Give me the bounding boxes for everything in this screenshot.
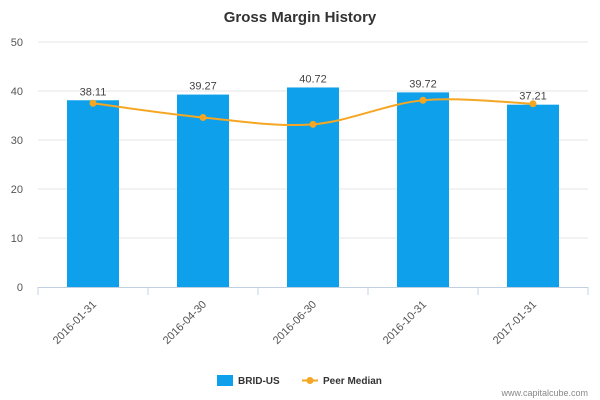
- peer-median-point: [309, 120, 317, 128]
- y-tick-label: 30: [11, 135, 23, 147]
- y-tick-label: 20: [11, 184, 23, 196]
- peer-median-point: [89, 99, 97, 107]
- bar-data-label: 39.27: [189, 81, 217, 93]
- y-tick-label: 0: [17, 282, 23, 294]
- y-axis: 0 10 20 30 40 50: [11, 37, 23, 294]
- legend-label-peer-median[interactable]: Peer Median: [323, 376, 382, 387]
- bar: [507, 104, 559, 288]
- x-axis: 2016-01-31 2016-04-30 2016-06-30 2016-10-31…: [37, 287, 589, 347]
- y-tick-label: 40: [11, 86, 23, 98]
- bar: [177, 94, 229, 288]
- bar-data-label: 38.11: [80, 86, 107, 98]
- watermark-text: www.capitalcube.com: [500, 388, 588, 398]
- x-tick-label: 2016-10-31: [381, 299, 429, 347]
- x-tick-label: 2016-04-30: [161, 299, 209, 347]
- legend-label-brid-us[interactable]: BRID-US: [238, 376, 280, 387]
- legend-swatch-brid-us: [217, 375, 233, 386]
- x-tick-label: 2016-01-31: [51, 299, 99, 347]
- x-tick-label: 2016-06-30: [271, 299, 319, 347]
- bar: [67, 100, 119, 287]
- peer-median-point: [419, 96, 427, 104]
- bar-data-label: 39.72: [409, 78, 437, 90]
- y-tick-label: 10: [11, 233, 23, 245]
- y-tick-label: 50: [11, 37, 23, 49]
- bar-data-label: 40.72: [299, 73, 327, 85]
- bar-data-label: 37.21: [519, 91, 547, 103]
- legend: BRID-US Peer Median: [217, 375, 382, 387]
- bar-series: 38.11 39.27 40.72 39.72 37.21: [67, 73, 559, 288]
- peer-median-point: [199, 113, 207, 121]
- bar: [397, 92, 449, 287]
- chart-title: Gross Margin History: [224, 9, 377, 26]
- bar: [287, 87, 339, 287]
- peer-median-series: [89, 96, 537, 128]
- x-tick-label: 2017-01-31: [491, 299, 539, 347]
- peer-median-point: [529, 100, 537, 108]
- legend-swatch-marker-peer-median: [306, 377, 314, 384]
